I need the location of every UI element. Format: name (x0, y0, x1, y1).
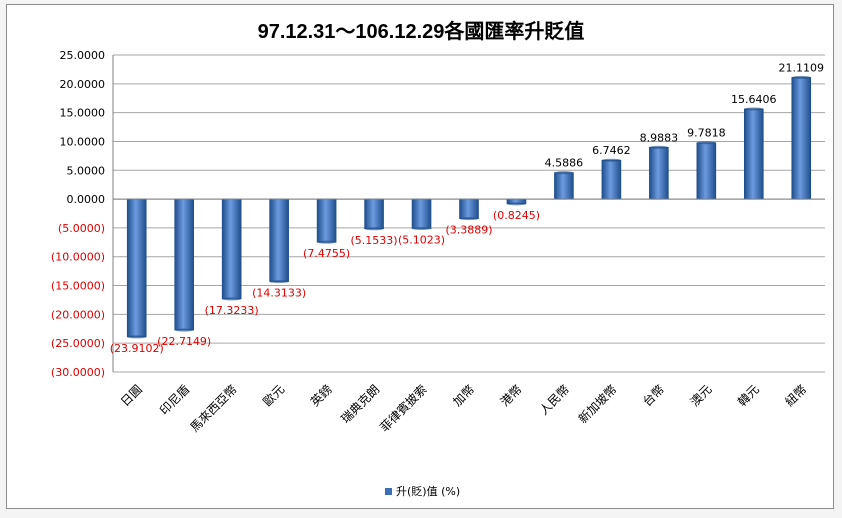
bar (554, 172, 574, 200)
bar (601, 159, 622, 200)
y-tick-label: (25.0000) (51, 337, 105, 350)
bar (696, 142, 717, 200)
bar-cap (459, 217, 479, 221)
bar-cap (317, 240, 337, 244)
legend-label: 升(貶)值 (%) (396, 485, 461, 498)
bar-cap (269, 280, 289, 284)
bar (316, 198, 337, 243)
data-label: 4.5886 (545, 157, 584, 170)
bar (743, 108, 764, 200)
data-label: 15.6406 (731, 93, 777, 106)
bar (221, 198, 242, 300)
bar (174, 198, 194, 331)
data-label: (7.4755) (303, 247, 350, 260)
bar (649, 146, 669, 200)
data-label: (5.1023) (398, 233, 445, 246)
bar-cap (222, 297, 242, 301)
bar-cap (554, 171, 574, 175)
data-label: 21.1109 (779, 61, 825, 74)
y-tick-label: 10.0000 (60, 135, 106, 148)
data-label: 6.7462 (592, 144, 631, 157)
bar-cap (127, 335, 147, 339)
bar (364, 198, 384, 230)
bar (126, 198, 147, 338)
y-tick-label: (30.0000) (51, 366, 105, 379)
y-tick-label: (5.0000) (58, 222, 105, 235)
data-label: 8.9883 (640, 131, 679, 144)
data-label: (5.1533) (351, 234, 398, 247)
bar-cap (174, 328, 194, 332)
data-label: 9.7818 (687, 127, 726, 140)
data-label: (22.7149) (157, 335, 211, 348)
data-label: (3.3889) (445, 224, 492, 237)
x-tick-label: 加幣 (450, 382, 477, 409)
x-tick-label: 澳元 (688, 382, 715, 409)
legend-swatch (385, 487, 392, 495)
y-tick-label: (10.0000) (51, 251, 105, 264)
x-tick-label: 紐幣 (783, 382, 810, 409)
bar (459, 198, 479, 219)
x-tick-label: 菲律賓披索 (377, 382, 430, 435)
y-tick-label: (20.0000) (51, 308, 105, 321)
data-label: (0.8245) (493, 209, 540, 222)
x-tick-label: 新加坡幣 (575, 382, 620, 427)
x-tick-label: 港幣 (498, 382, 525, 409)
plot-area: 25.0000 20.0000 15.0000 10.0000 5.0000 0.0000… (51, 49, 825, 435)
bar-cap (744, 107, 764, 111)
y-tick-label: 20.0000 (60, 78, 106, 91)
bar-cap (601, 158, 621, 162)
x-tick-label: 英鎊 (307, 382, 335, 410)
bar-cap (506, 202, 526, 206)
x-tick-label: 歐元 (260, 382, 288, 410)
data-label: (23.9102) (110, 342, 164, 355)
bar (791, 77, 812, 200)
chart-title: 97.12.31～106.12.29各國匯率升貶值 (257, 21, 585, 43)
bar-cap (696, 141, 716, 145)
y-tick-label: 5.0000 (67, 164, 106, 177)
x-tick-label: 日圓 (118, 382, 145, 409)
bar-cap (412, 226, 432, 230)
chart-frame: 97.12.31～106.12.29各國匯率升貶值 25.0000 20.0000… (6, 4, 834, 509)
bar-cap (791, 75, 811, 79)
bar (269, 198, 289, 282)
x-tick-label: 馬來西亞幣 (187, 382, 239, 434)
x-tick-label: 瑞典克朗 (338, 382, 382, 426)
data-label: (14.3133) (252, 287, 306, 300)
y-tick-label: 0.0000 (67, 193, 106, 206)
y-tick-label: 25.0000 (60, 49, 106, 62)
legend: 升(貶)值 (%) (385, 483, 460, 499)
y-tick-label: 15.0000 (60, 107, 106, 120)
y-tick-label: (15.0000) (51, 280, 105, 293)
x-tick-label: 台幣 (639, 382, 667, 410)
bar (411, 198, 432, 229)
x-tick-label: 人民幣 (537, 382, 572, 417)
bar-cap (649, 145, 669, 149)
bar-cap (364, 227, 384, 231)
data-label: (17.3233) (205, 304, 259, 317)
x-tick-label: 印尼盾 (157, 382, 192, 417)
x-tick-label: 韓元 (735, 382, 762, 409)
